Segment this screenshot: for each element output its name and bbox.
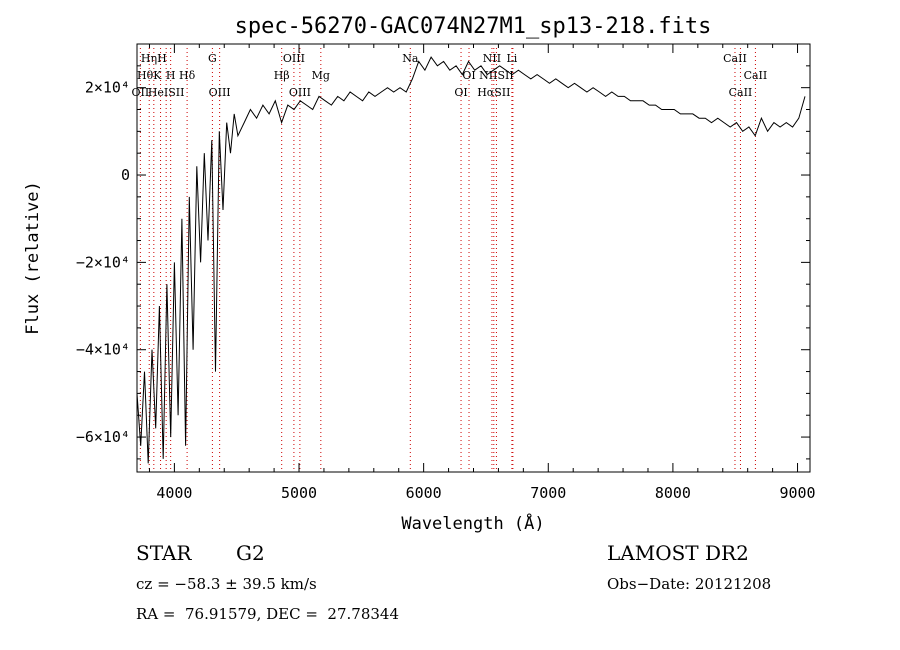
x-axis-label: Wavelength (Å) xyxy=(401,512,544,534)
line-marker-label: HeISII xyxy=(148,86,185,99)
x-tick-label: 7000 xyxy=(530,484,566,502)
redshift-cz: cz = −58.3 ± 39.5 km/s xyxy=(136,575,317,593)
y-axis-label: Flux (relative) xyxy=(23,181,43,335)
ra-dec-coordinates: RA = 76.91579, DEC = 27.78344 xyxy=(136,605,400,623)
x-axis: 4000 5000 6000 7000 8000 9000 xyxy=(148,44,816,502)
line-marker-label: Na xyxy=(402,52,419,65)
line-marker-label: HαSII xyxy=(477,86,510,99)
chart-title: spec-56270-GAC074N27M1_sp13-218.fits xyxy=(235,14,712,39)
line-marker-label: Hβ xyxy=(274,69,290,82)
x-tick-label: 6000 xyxy=(406,484,442,502)
y-tick-label: −6×10⁴ xyxy=(76,428,130,446)
spectrum-line xyxy=(136,56,806,464)
line-marker-label: OIII xyxy=(283,52,305,65)
line-marker-label: OIII xyxy=(209,86,231,99)
line-marker-label: OI xyxy=(462,69,475,82)
y-axis: −6×10⁴ −4×10⁴ −2×10⁴ 0 2×10⁴ xyxy=(76,65,810,460)
plot-frame xyxy=(136,43,811,473)
y-tick-label: 0 xyxy=(121,166,130,184)
line-marker-label: H xyxy=(166,69,176,82)
y-tick-label: −2×10⁴ xyxy=(76,253,130,271)
spectral-line-markers xyxy=(139,48,756,472)
line-marker-label: NII xyxy=(483,52,501,65)
line-marker-label: OIII xyxy=(289,86,311,99)
line-marker-label: NIISII xyxy=(479,69,514,82)
line-marker-label: CaII xyxy=(744,69,768,82)
line-marker-label: CaII xyxy=(723,52,747,65)
line-marker-label: HηH xyxy=(141,52,167,65)
line-marker-label: CaII xyxy=(729,86,753,99)
y-tick-label: −4×10⁴ xyxy=(76,341,130,359)
object-class: STAR xyxy=(136,541,192,565)
line-marker-label: Li xyxy=(506,52,517,65)
x-tick-label: 4000 xyxy=(156,484,192,502)
object-subclass: G2 xyxy=(236,541,265,565)
line-marker-label: HθK xyxy=(137,69,162,82)
line-marker-label: G xyxy=(208,52,217,65)
line-marker-label: OI xyxy=(454,86,467,99)
x-tick-label: 5000 xyxy=(281,484,317,502)
line-marker-label: Hδ xyxy=(179,69,196,82)
y-tick-label: 2×10⁴ xyxy=(85,79,130,97)
line-marker-label: Mg xyxy=(312,69,330,82)
x-tick-label: 9000 xyxy=(779,484,815,502)
observation-date: Obs−Date: 20121208 xyxy=(607,575,772,593)
x-tick-label: 8000 xyxy=(655,484,691,502)
line-marker-label: OII xyxy=(132,86,150,99)
survey-name: LAMOST DR2 xyxy=(607,541,749,565)
